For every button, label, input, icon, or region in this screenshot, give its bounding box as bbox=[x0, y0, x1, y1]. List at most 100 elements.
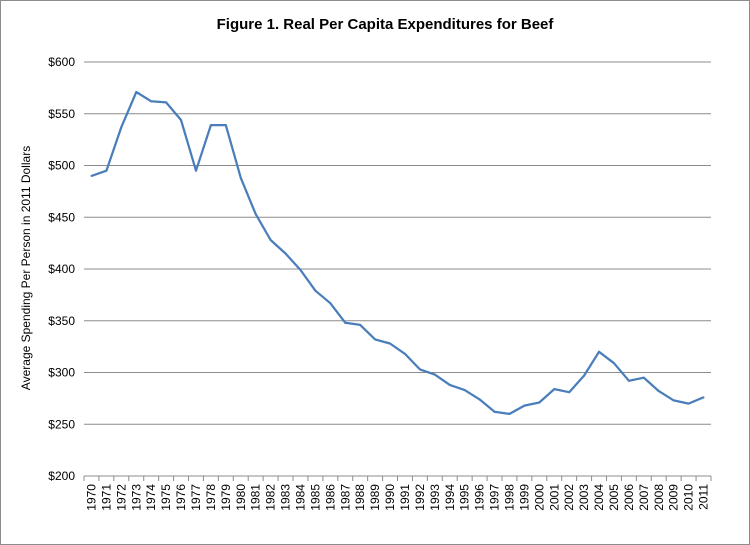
data-point bbox=[583, 374, 586, 377]
data-point bbox=[314, 289, 317, 292]
data-point bbox=[568, 391, 571, 394]
data-point bbox=[180, 118, 183, 121]
x-axis: 1970 1971 1972 1973 1974 1975 1976 1977 1978 1979… bbox=[83, 475, 712, 511]
data-point bbox=[284, 252, 287, 255]
data-point bbox=[120, 126, 123, 129]
y-tick-label: $200 bbox=[48, 469, 75, 483]
data-point bbox=[493, 410, 496, 413]
data-point bbox=[374, 338, 377, 341]
x-tick-label: 1973 bbox=[129, 484, 143, 511]
data-point bbox=[418, 368, 421, 371]
y-tick-label: $450 bbox=[48, 210, 75, 224]
data-point bbox=[478, 398, 481, 401]
x-tick-label: 1977 bbox=[189, 484, 203, 511]
data-point bbox=[299, 269, 302, 272]
data-point bbox=[433, 373, 436, 376]
x-tick-label: 1990 bbox=[383, 484, 397, 511]
x-tick-label: 1984 bbox=[293, 484, 307, 511]
x-tick-label: 1993 bbox=[428, 484, 442, 511]
y-tick-label: $500 bbox=[48, 159, 75, 173]
series-layer bbox=[90, 90, 705, 416]
y-tick-label: $350 bbox=[48, 314, 75, 328]
x-tick-label: 2004 bbox=[592, 484, 606, 511]
x-tick-label: 1989 bbox=[368, 484, 382, 511]
data-point bbox=[642, 376, 645, 379]
x-tick-label: 1980 bbox=[234, 484, 248, 511]
data-point bbox=[389, 342, 392, 345]
x-tick-label: 1970 bbox=[84, 484, 98, 511]
x-tick-label: 1999 bbox=[517, 484, 531, 511]
data-point bbox=[672, 399, 675, 402]
data-point bbox=[538, 401, 541, 404]
y-tick-label: $550 bbox=[48, 107, 75, 121]
x-tick-label: 1988 bbox=[353, 484, 367, 511]
x-tick-label: 1974 bbox=[144, 484, 158, 511]
x-tick-label: 1983 bbox=[279, 484, 293, 511]
x-tick-label: 1979 bbox=[219, 484, 233, 511]
y-tick-label: $400 bbox=[48, 262, 75, 276]
data-point bbox=[329, 302, 332, 305]
y-tick-label: $600 bbox=[48, 55, 75, 69]
x-tick-label: 1998 bbox=[502, 484, 516, 511]
data-point bbox=[359, 323, 362, 326]
data-point bbox=[553, 388, 556, 391]
x-tick-label: 1985 bbox=[308, 484, 322, 511]
data-point bbox=[224, 124, 227, 127]
data-point bbox=[448, 383, 451, 386]
x-tick-label: 1982 bbox=[264, 484, 278, 511]
data-point bbox=[254, 213, 257, 216]
x-tick-label: 1991 bbox=[398, 484, 412, 511]
x-tick-label: 2010 bbox=[682, 484, 696, 511]
x-tick-label: 1992 bbox=[413, 484, 427, 511]
data-point bbox=[687, 402, 690, 405]
x-tick-label: 1976 bbox=[174, 484, 188, 511]
x-tick-label: 1975 bbox=[159, 484, 173, 511]
data-point bbox=[508, 412, 511, 415]
x-tick-label: 2003 bbox=[577, 484, 591, 511]
data-point bbox=[523, 404, 526, 407]
x-tick-label: 1994 bbox=[443, 484, 457, 511]
chart-title: Figure 1. Real Per Capita Expenditures f… bbox=[217, 16, 555, 33]
data-point bbox=[612, 362, 615, 365]
x-tick-label: 2007 bbox=[637, 484, 651, 511]
y-axis-ticks: $200 $250 $300 $350 $400 $450 $500 $550 $600 bbox=[48, 55, 75, 483]
series-line bbox=[91, 90, 704, 416]
y-tick-label: $300 bbox=[48, 366, 75, 380]
x-tick-label: 2009 bbox=[667, 484, 681, 511]
data-point bbox=[239, 176, 242, 179]
x-tick-label: 1981 bbox=[249, 484, 263, 511]
x-tick-label: 2001 bbox=[547, 484, 561, 511]
x-tick-label: 2006 bbox=[622, 484, 636, 511]
x-tick-label: 1986 bbox=[323, 484, 337, 511]
y-axis-label: Average Spending Per Person in 2011 Doll… bbox=[19, 146, 33, 390]
data-point bbox=[165, 101, 168, 104]
data-point bbox=[598, 350, 601, 353]
x-tick-label: 1995 bbox=[458, 484, 472, 511]
data-point bbox=[657, 390, 660, 393]
gridlines bbox=[84, 61, 711, 425]
data-point bbox=[150, 100, 153, 103]
data-point bbox=[90, 174, 93, 177]
x-tick-label: 1996 bbox=[473, 484, 487, 511]
data-point bbox=[463, 389, 466, 392]
x-tick-label: 2008 bbox=[652, 484, 666, 511]
x-tick-label: 2005 bbox=[607, 484, 621, 511]
x-tick-label: 1978 bbox=[204, 484, 218, 511]
data-point bbox=[135, 91, 138, 94]
x-tick-label: 1987 bbox=[338, 484, 352, 511]
x-tick-label: 1997 bbox=[488, 484, 502, 511]
data-point bbox=[627, 379, 630, 382]
data-point bbox=[194, 169, 197, 172]
x-tick-label: 2000 bbox=[532, 484, 546, 511]
data-point bbox=[403, 352, 406, 355]
data-point bbox=[209, 124, 212, 127]
x-tick-label: 1971 bbox=[99, 484, 113, 511]
x-tick-label: 2002 bbox=[562, 484, 576, 511]
data-point bbox=[269, 239, 272, 242]
y-tick-label: $250 bbox=[48, 417, 75, 431]
data-point bbox=[344, 321, 347, 324]
data-point bbox=[105, 169, 108, 172]
data-point bbox=[702, 396, 705, 399]
